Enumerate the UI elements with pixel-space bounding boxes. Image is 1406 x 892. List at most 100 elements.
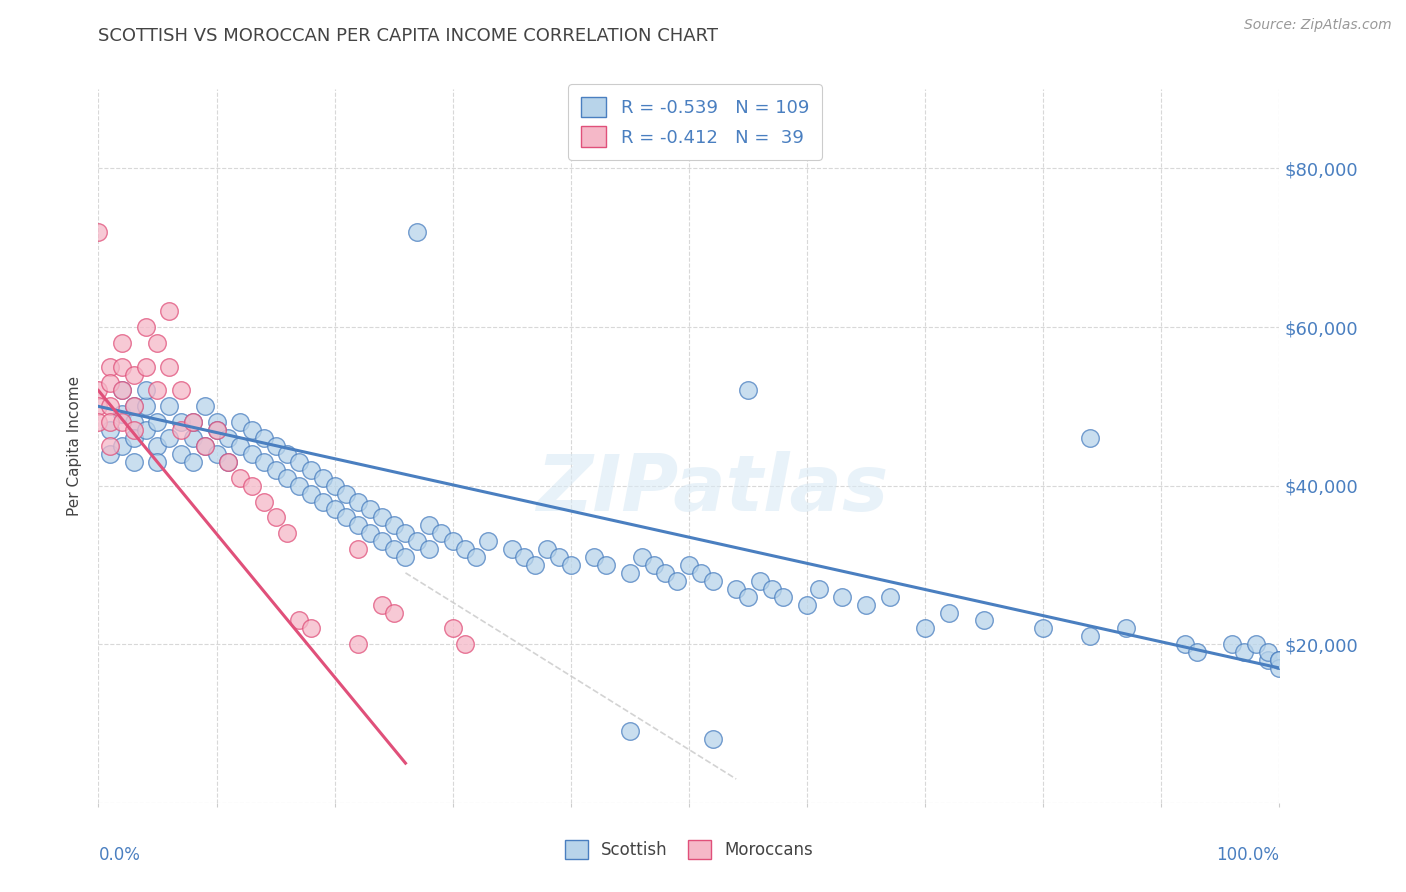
Point — [194, 400, 217, 414]
Point — [938, 606, 960, 620]
Point — [181, 431, 204, 445]
Point — [465, 549, 488, 564]
Point — [122, 423, 145, 437]
Point — [512, 549, 534, 564]
Point — [406, 534, 429, 549]
Point — [1257, 653, 1279, 667]
Point — [1268, 653, 1291, 667]
Point — [914, 621, 936, 635]
Point — [157, 304, 180, 318]
Point — [205, 447, 228, 461]
Point — [170, 447, 193, 461]
Point — [87, 225, 110, 239]
Y-axis label: Per Capita Income: Per Capita Income — [67, 376, 83, 516]
Point — [146, 439, 169, 453]
Legend: Scottish, Moroccans: Scottish, Moroccans — [558, 833, 820, 866]
Point — [146, 415, 169, 429]
Point — [122, 431, 145, 445]
Point — [678, 558, 700, 572]
Point — [1244, 637, 1267, 651]
Point — [382, 518, 405, 533]
Point — [1080, 629, 1102, 643]
Point — [288, 478, 311, 492]
Point — [501, 542, 523, 557]
Point — [831, 590, 853, 604]
Point — [1268, 653, 1291, 667]
Point — [371, 598, 394, 612]
Point — [170, 423, 193, 437]
Point — [98, 376, 121, 390]
Point — [87, 384, 110, 398]
Point — [181, 455, 204, 469]
Point — [181, 415, 204, 429]
Point — [1233, 645, 1256, 659]
Point — [170, 384, 193, 398]
Point — [737, 590, 759, 604]
Point — [299, 621, 322, 635]
Point — [146, 384, 169, 398]
Point — [689, 566, 711, 580]
Point — [111, 384, 134, 398]
Point — [359, 502, 381, 516]
Point — [253, 494, 276, 508]
Point — [135, 320, 157, 334]
Point — [382, 542, 405, 557]
Point — [973, 614, 995, 628]
Point — [135, 423, 157, 437]
Point — [654, 566, 676, 580]
Point — [536, 542, 558, 557]
Point — [205, 415, 228, 429]
Point — [430, 526, 453, 541]
Point — [737, 384, 759, 398]
Text: 0.0%: 0.0% — [98, 846, 141, 863]
Point — [276, 471, 298, 485]
Point — [98, 415, 121, 429]
Point — [299, 463, 322, 477]
Point — [98, 447, 121, 461]
Point — [111, 415, 134, 429]
Point — [1115, 621, 1137, 635]
Point — [394, 526, 416, 541]
Point — [240, 423, 263, 437]
Point — [135, 359, 157, 374]
Point — [323, 502, 346, 516]
Point — [702, 574, 724, 588]
Point — [1080, 431, 1102, 445]
Point — [772, 590, 794, 604]
Point — [111, 439, 134, 453]
Point — [194, 439, 217, 453]
Point — [477, 534, 499, 549]
Point — [441, 621, 464, 635]
Point — [359, 526, 381, 541]
Point — [583, 549, 606, 564]
Point — [1185, 645, 1208, 659]
Point — [146, 335, 169, 350]
Point — [264, 463, 287, 477]
Point — [347, 542, 370, 557]
Point — [122, 415, 145, 429]
Point — [453, 542, 475, 557]
Point — [240, 447, 263, 461]
Point — [312, 471, 335, 485]
Point — [643, 558, 665, 572]
Point — [264, 439, 287, 453]
Point — [181, 415, 204, 429]
Point — [194, 439, 217, 453]
Point — [111, 407, 134, 421]
Point — [135, 384, 157, 398]
Point — [879, 590, 901, 604]
Point — [796, 598, 818, 612]
Point — [229, 415, 252, 429]
Point — [548, 549, 571, 564]
Point — [595, 558, 617, 572]
Point — [157, 431, 180, 445]
Text: SCOTTISH VS MOROCCAN PER CAPITA INCOME CORRELATION CHART: SCOTTISH VS MOROCCAN PER CAPITA INCOME C… — [98, 27, 718, 45]
Point — [288, 455, 311, 469]
Point — [264, 510, 287, 524]
Point — [217, 455, 239, 469]
Point — [748, 574, 770, 588]
Point — [312, 494, 335, 508]
Point — [560, 558, 582, 572]
Point — [240, 478, 263, 492]
Point — [288, 614, 311, 628]
